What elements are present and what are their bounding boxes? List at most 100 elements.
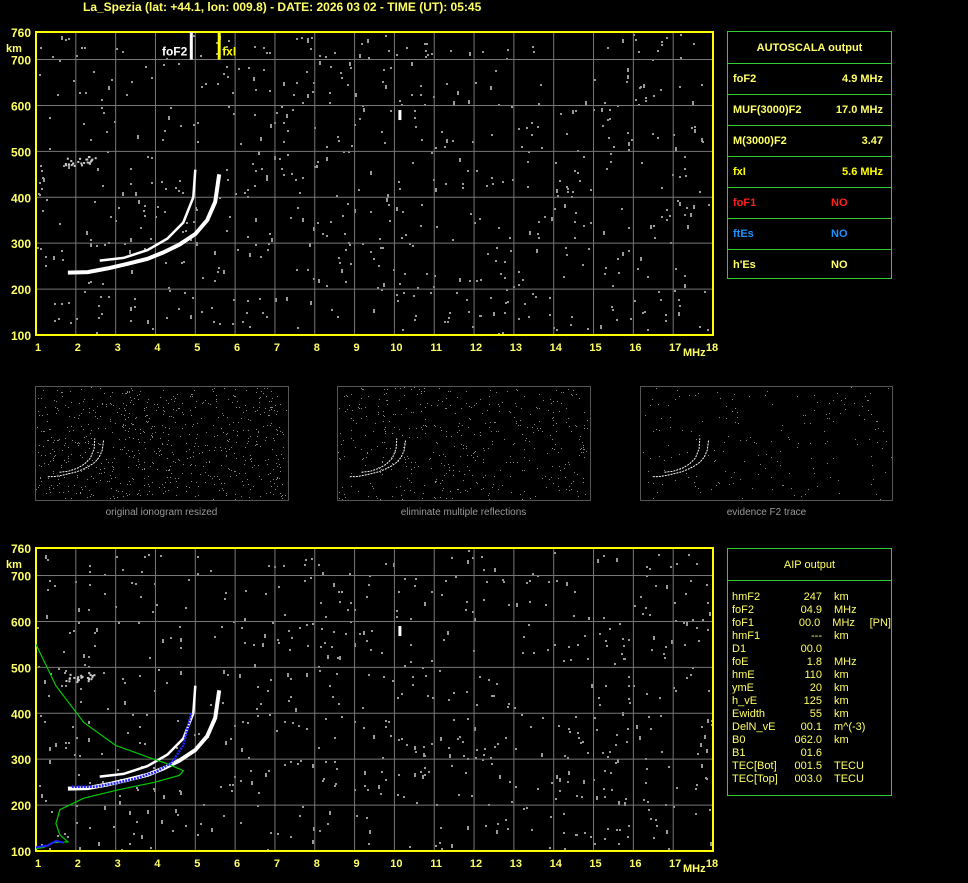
thumbnail-noise-dot	[132, 390, 133, 391]
noise-dot	[537, 788, 539, 790]
noise-dot	[253, 644, 255, 646]
noise-dot	[570, 659, 572, 661]
thumbnail-original	[35, 386, 289, 501]
thumbnail-noise-dot	[833, 400, 834, 401]
noise-dot	[262, 643, 264, 647]
aip-row: hmF2 247 km	[728, 591, 891, 604]
thumbnail-noise-dot	[695, 486, 696, 487]
noise-dot	[254, 185, 256, 187]
noise-dot	[88, 656, 90, 658]
noise-dot	[652, 133, 654, 135]
thumbnail-noise-dot	[378, 412, 379, 413]
noise-dot	[306, 728, 308, 730]
noise-dot	[409, 846, 411, 848]
noise-dot	[110, 216, 112, 218]
thumbnail-noise-dot	[361, 449, 362, 450]
thumbnail-noise-dot	[196, 401, 197, 402]
noise-dot	[287, 673, 289, 677]
noise-dot	[69, 632, 71, 634]
thumbnail-noise-dot	[106, 404, 107, 405]
thumbnail-noise-dot	[380, 472, 381, 473]
thumbnail-noise-dot	[470, 419, 471, 420]
noise-dot	[139, 675, 141, 677]
thumbnail-noise-dot	[140, 429, 141, 430]
noise-dot	[373, 309, 375, 313]
thumbnail-noise-dot	[80, 493, 81, 494]
thumbnail-noise-dot	[241, 496, 242, 497]
noise-dot	[584, 832, 586, 834]
noise-dot	[440, 827, 442, 829]
noise-dot	[180, 640, 182, 642]
thumbnail-noise-dot	[433, 452, 434, 453]
thumbnail-noise-dot	[451, 436, 452, 437]
noise-dot	[514, 707, 516, 709]
thumbnail-noise-dot	[136, 465, 137, 466]
noise-dot	[658, 291, 660, 293]
aip-row: ymE 20 km	[728, 682, 891, 695]
thumbnail-noise-dot	[439, 455, 440, 456]
thumbnail-noise-dot	[406, 408, 407, 409]
thumbnail-noise-dot	[349, 405, 350, 406]
noise-dot	[622, 638, 624, 640]
noise-dot	[254, 46, 256, 48]
thumbnail-noise-dot	[76, 493, 77, 494]
noise-dot	[532, 573, 534, 575]
noise-dot	[368, 57, 370, 59]
noise-dot	[253, 77, 255, 81]
noise-dot	[198, 733, 200, 735]
noise-dot	[568, 728, 570, 730]
thumbnail-noise-dot	[229, 469, 230, 470]
noise-dot	[522, 652, 524, 654]
thumbnail-noise-dot	[129, 413, 130, 414]
noise-dot	[281, 168, 283, 170]
noise-dot	[463, 755, 465, 757]
thumbnail-noise-dot	[559, 490, 560, 491]
noise-dot	[619, 623, 621, 625]
thumbnail-noise-dot	[158, 448, 159, 449]
noise-dot	[364, 785, 366, 787]
noise-dot	[267, 690, 269, 692]
thumbnail-noise-dot	[490, 422, 491, 423]
noise-dot	[341, 77, 343, 79]
thumbnail-noise-dot	[811, 458, 812, 459]
y-tick-label: 700	[11, 54, 31, 68]
thumbnail-noise-dot	[100, 416, 101, 417]
thumbnail-noise-dot	[214, 484, 215, 485]
thumbnail-noise-dot	[189, 487, 190, 488]
noise-dot	[290, 696, 292, 698]
thumbnail-noise-dot	[339, 492, 340, 493]
noise-dot	[338, 257, 340, 259]
noise-dot	[152, 328, 154, 330]
noise-dot	[690, 213, 692, 217]
thumbnail-noise-dot	[71, 498, 72, 499]
thumbnail-noise-dot	[579, 439, 580, 440]
thumbnail-noise-dot	[829, 418, 830, 419]
thumbnail-noise-dot	[487, 410, 488, 411]
noise-dot	[68, 742, 70, 744]
noise-dot	[690, 580, 692, 582]
noise-dot	[575, 110, 577, 112]
thumbnail-noise-dot	[466, 446, 467, 447]
thumbnail-noise-dot	[277, 486, 278, 487]
thumbnail-noise-dot	[421, 427, 422, 428]
noise-dot	[567, 781, 569, 783]
thumbnail-noise-dot	[552, 466, 553, 467]
thumbnail-noise-dot	[340, 459, 341, 460]
thumbnail-noise-dot	[400, 486, 401, 487]
thumbnail-noise-dot	[171, 445, 172, 446]
noise-dot	[607, 756, 609, 758]
noise-dot	[511, 801, 513, 803]
y-tick-label: 300	[11, 753, 31, 767]
aip-key: foF2	[732, 604, 755, 616]
noise-dot	[339, 262, 341, 264]
noise-dot	[341, 271, 343, 273]
noise-dot	[291, 637, 293, 639]
thumbnail-noise-dot	[277, 430, 278, 431]
thumbnail-noise-dot	[138, 450, 139, 451]
thumbnail-noise-dot	[395, 452, 396, 453]
thumbnail-noise-dot	[520, 420, 521, 421]
thumbnail-trace	[664, 438, 701, 473]
thumbnail-noise-dot	[235, 471, 236, 472]
noise-dot	[245, 590, 247, 592]
thumbnail-noise-dot	[494, 476, 495, 477]
